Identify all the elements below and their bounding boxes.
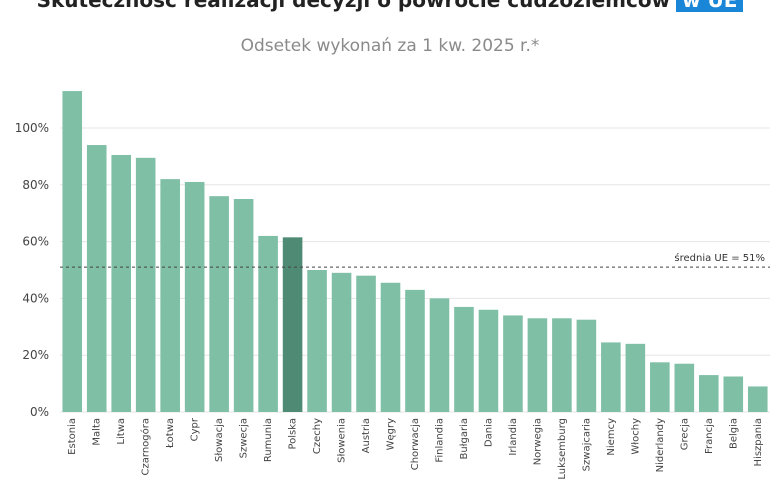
x-tick-label: Austria [361, 418, 372, 453]
bar-litwa [111, 154, 131, 413]
x-tick-label: Luksemburg [557, 418, 568, 480]
x-tick-label: Dania [483, 418, 494, 447]
y-tick-label: 60% [22, 235, 49, 249]
bar-szwecja [233, 199, 254, 412]
x-tick-label: Estonia [67, 418, 78, 455]
x-tick-label: Francja [704, 418, 715, 454]
x-tick-label: Rumunia [263, 418, 274, 462]
bar-niemcy [601, 342, 621, 412]
x-tick-label: Chorwacja [410, 418, 421, 470]
x-tick-label: Belgia [728, 418, 739, 449]
y-tick-label: 80% [22, 178, 49, 192]
bar-francja [699, 375, 719, 412]
x-tick-label: Finlandia [434, 418, 445, 463]
y-tick-label: 20% [22, 348, 49, 362]
bar-cypr [184, 181, 205, 412]
bar-hiszpania [747, 386, 768, 412]
x-tick-label: Hiszpania [753, 418, 764, 466]
chart-title-tag: w UE [676, 0, 744, 12]
x-tick-label: Czechy [312, 418, 323, 454]
bar-malta [86, 145, 107, 413]
y-tick-label: 100% [15, 121, 49, 135]
x-tick-label: Malta [92, 418, 103, 446]
bar-austria [356, 275, 376, 412]
bar-chorwacja [405, 289, 425, 412]
bar-rumunia [258, 235, 278, 412]
bar-włochy [625, 343, 646, 412]
bar-dania [478, 309, 499, 412]
bar-grecja [674, 363, 695, 412]
bar-bułgaria [454, 306, 474, 412]
bar-słowacja [209, 196, 229, 412]
x-tick-label: Grecja [679, 418, 690, 450]
bar-estonia [62, 91, 83, 412]
x-tick-label: Węgry [386, 418, 397, 450]
average-label: średnia UE = 51% [674, 252, 765, 264]
x-tick-label: Słowenia [337, 418, 348, 463]
x-tick-label: Niderlandy [655, 418, 666, 472]
bar-czarnogóra [135, 157, 156, 412]
x-tick-label: Włochy [630, 418, 641, 455]
y-tick-label: 40% [22, 291, 49, 305]
x-tick-label: Czarnogóra [140, 418, 152, 475]
bar-luksemburg [552, 318, 572, 412]
x-tick-label: Polska [288, 418, 299, 450]
bar-polska [282, 237, 303, 412]
chart-title: Skuteczność realizacji decyzji o powroci… [0, 0, 780, 12]
x-tick-label: Słowacja [214, 418, 225, 462]
bar-czechy [307, 270, 327, 412]
bar-niderlandy [650, 362, 670, 412]
bar-szwajcaria [576, 319, 597, 412]
bar-słowenia [331, 272, 352, 412]
x-tick-label: Norwegia [532, 418, 543, 465]
x-tick-label: Szwajcaria [581, 418, 592, 471]
bar-finlandia [429, 298, 450, 412]
bar-irlandia [503, 315, 523, 412]
bar-belgia [723, 376, 744, 412]
x-tick-label: Cypr [190, 417, 201, 441]
bar-węgry [380, 282, 401, 412]
x-tick-label: Bułgaria [459, 418, 470, 460]
x-tick-label: Łotwa [165, 418, 176, 449]
x-tick-label: Litwa [116, 418, 127, 445]
x-tick-label: Szwecja [239, 418, 250, 458]
chart-subtitle: Odsetek wykonań za 1 kw. 2025 r.* [240, 36, 540, 56]
chart-title-text: Skuteczność realizacji decyzji o powroci… [36, 0, 671, 12]
x-tick-label: Irlandia [508, 418, 519, 456]
bar-łotwa [160, 179, 180, 412]
x-tick-label: Niemcy [606, 418, 617, 456]
bar-norwegia [527, 318, 548, 412]
y-tick-label: 0% [30, 405, 49, 419]
